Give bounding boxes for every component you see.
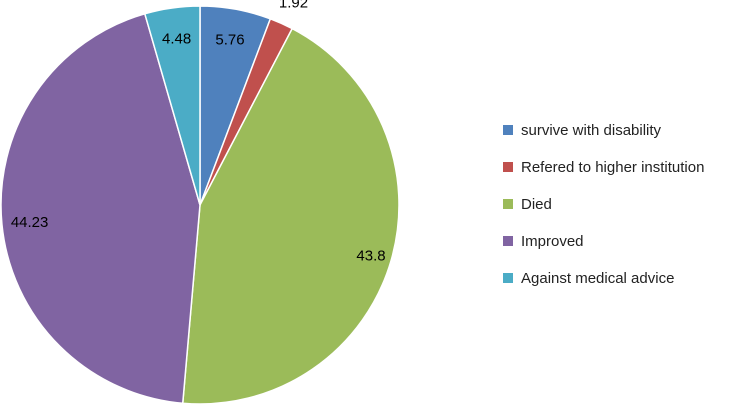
legend-label-refered-to-higher-institution: Refered to higher institution bbox=[521, 158, 705, 176]
legend-label-improved: Improved bbox=[521, 232, 584, 250]
legend-swatch-died bbox=[503, 199, 513, 209]
data-label-refered-to-higher-institution: 1.92 bbox=[279, 0, 308, 11]
legend-swatch-survive-with-disability bbox=[503, 125, 513, 135]
legend-swatch-refered-to-higher-institution bbox=[503, 162, 513, 172]
legend-item-against-medical-advice: Against medical advice bbox=[503, 269, 704, 287]
legend-label-against-medical-advice: Against medical advice bbox=[521, 269, 675, 287]
pie-slice-against-medical-advice bbox=[143, 5, 201, 206]
pie-slice-died bbox=[181, 27, 400, 405]
legend-label-survive-with-disability: survive with disability bbox=[521, 121, 662, 139]
legend-label-died: Died bbox=[521, 195, 552, 213]
legend-item-died: Died bbox=[503, 195, 704, 213]
pie-slice-improved bbox=[0, 12, 201, 405]
legend-item-improved: Improved bbox=[503, 232, 704, 250]
data-label-survive-with-disability: 5.76 bbox=[215, 32, 244, 49]
data-label-improved: 44.23 bbox=[11, 214, 49, 231]
data-label-against-medical-advice: 4.48 bbox=[162, 30, 191, 47]
legend: survive with disability Refered to highe… bbox=[503, 121, 704, 306]
legend-item-survive-with-disability: survive with disability bbox=[503, 121, 704, 139]
legend-swatch-improved bbox=[503, 236, 513, 246]
data-label-died: 43.8 bbox=[356, 247, 385, 264]
legend-swatch-against-medical-advice bbox=[503, 273, 513, 283]
legend-item-refered-to-higher-institution: Refered to higher institution bbox=[503, 158, 704, 176]
